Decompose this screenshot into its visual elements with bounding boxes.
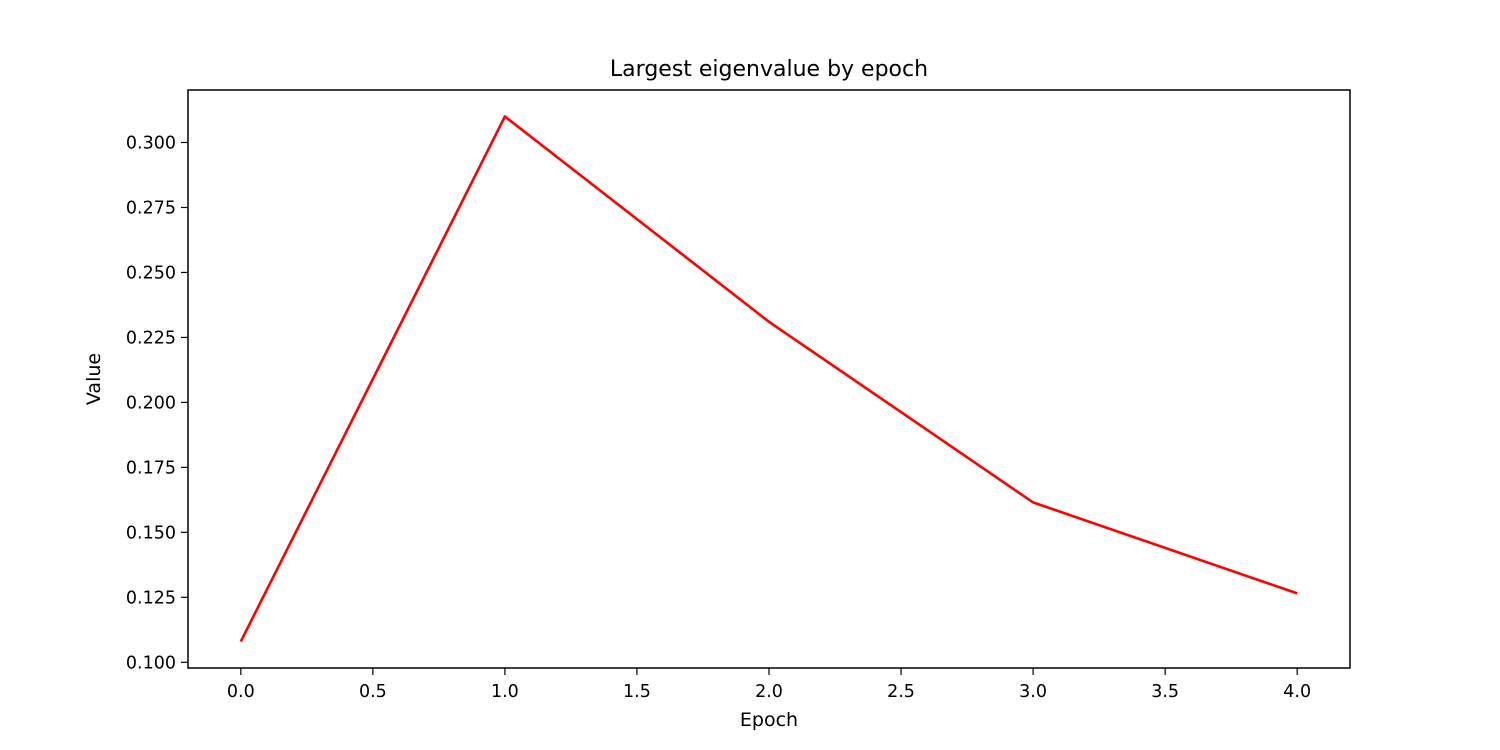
y-tick-label: 0.225 (126, 328, 176, 348)
y-tick-label: 0.175 (126, 458, 176, 478)
x-tick-label: 2.5 (887, 682, 915, 702)
y-tick-label: 0.250 (126, 263, 176, 283)
plot-area (187, 89, 1351, 669)
x-tick-label: 0.5 (359, 682, 387, 702)
chart-title: Largest eigenvalue by epoch (610, 57, 928, 82)
plot-frame (187, 89, 1351, 669)
x-tick-label: 3.5 (1151, 682, 1179, 702)
y-tick-label: 0.275 (126, 198, 176, 218)
y-axis-label: Value (83, 353, 105, 405)
x-tick-label: 1.5 (623, 682, 651, 702)
y-axis: 0.100 0.125 0.150 0.175 0.200 0.225 0.250 0.275… (126, 133, 188, 673)
series-line (239, 115, 1298, 643)
y-tick-label: 0.150 (126, 523, 176, 543)
x-axis-label: Epoch (740, 709, 798, 731)
x-axis: 0.0 0.5 1.0 1.5 2.0 2.5 3.0 3.5 4.0 (227, 668, 1311, 702)
x-tick-label: 3.0 (1019, 682, 1047, 702)
y-tick-label: 0.125 (126, 588, 176, 608)
series-layer (239, 115, 1298, 643)
y-tick-label: 0.200 (126, 393, 176, 413)
x-tick-label: 0.0 (227, 682, 255, 702)
y-tick-label: 0.300 (126, 133, 176, 153)
x-tick-label: 4.0 (1283, 682, 1311, 702)
x-tick-label: 1.0 (491, 682, 519, 702)
y-tick-label: 0.100 (126, 653, 176, 673)
x-tick-label: 2.0 (755, 682, 783, 702)
